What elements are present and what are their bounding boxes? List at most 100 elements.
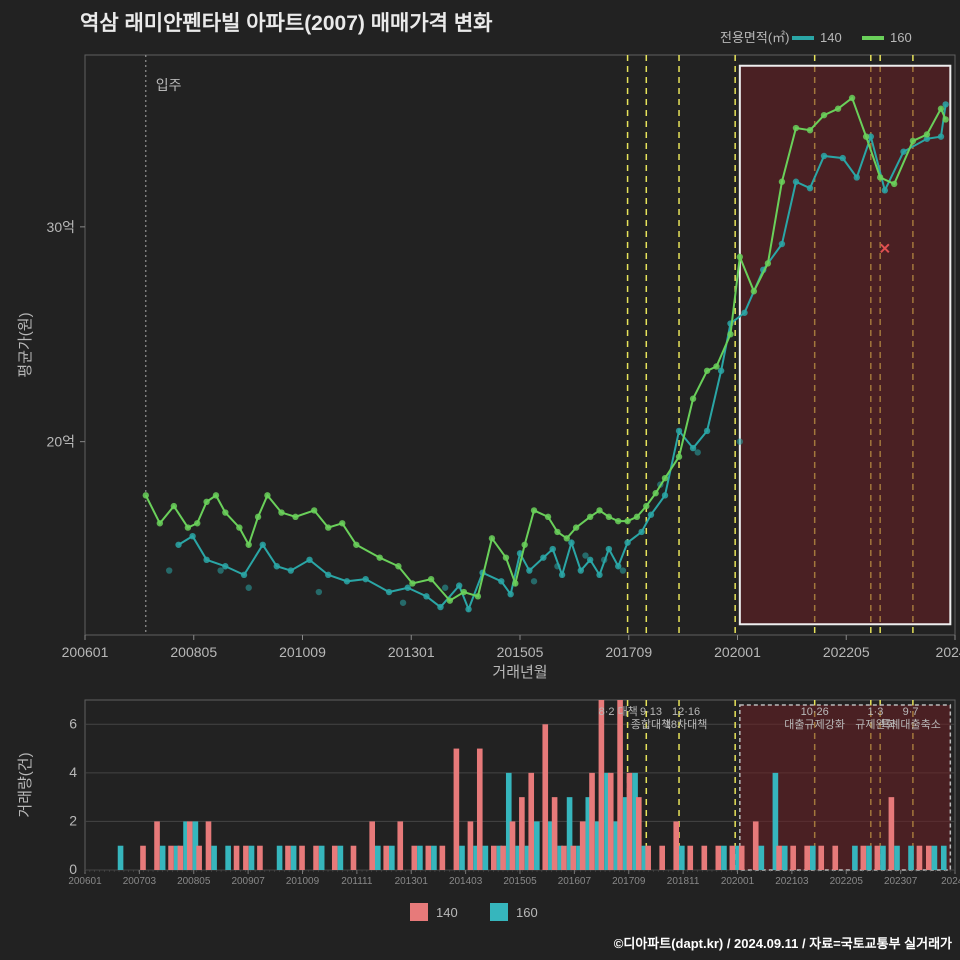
bar-160	[417, 846, 423, 870]
bar-140	[313, 846, 319, 870]
series-140-point	[596, 572, 602, 578]
series-140-point	[306, 557, 312, 563]
vol-ytick: 4	[69, 764, 77, 780]
bar-160	[483, 846, 489, 870]
legend-bottom-swatch	[490, 903, 508, 921]
vol-xtick: 201111	[341, 876, 373, 887]
series-160-point	[503, 554, 509, 560]
bar-140	[528, 773, 534, 870]
price-xtick: 201709	[605, 644, 652, 660]
series-160-point	[606, 514, 612, 520]
bar-160	[277, 846, 283, 870]
bar-140	[285, 846, 291, 870]
series-140-point	[325, 572, 331, 578]
series-160-point	[793, 125, 799, 131]
bar-140	[454, 749, 460, 870]
series-160-point	[461, 589, 467, 595]
bar-140	[608, 773, 614, 870]
series-160-point	[596, 507, 602, 513]
series-160-point	[194, 520, 200, 526]
bar-160	[782, 846, 788, 870]
bar-140	[519, 797, 525, 870]
series-140-extra-point	[166, 567, 172, 573]
bar-140	[571, 846, 577, 870]
bar-140	[299, 846, 305, 870]
bar-160	[319, 846, 325, 870]
series-140-point	[624, 539, 630, 545]
series-160-point	[573, 524, 579, 530]
series-140-point	[260, 542, 266, 548]
bar-160	[880, 846, 886, 870]
series-160-point	[877, 174, 883, 180]
series-160-point	[727, 331, 733, 337]
series-160-point	[751, 288, 757, 294]
series-140-point	[386, 589, 392, 595]
series-160-point	[807, 127, 813, 133]
bar-140	[889, 797, 895, 870]
bar-140	[659, 846, 665, 870]
bar-140	[369, 821, 375, 870]
series-140-point	[203, 557, 209, 563]
bar-140	[196, 846, 202, 870]
series-160-point	[924, 131, 930, 137]
series-140-point	[189, 533, 195, 539]
series-140-point	[793, 179, 799, 185]
series-140-point	[606, 546, 612, 552]
series-160-point	[765, 260, 771, 266]
series-140-point	[526, 567, 532, 573]
series-160-point	[587, 514, 593, 520]
vol-xtick: 202001	[721, 876, 755, 887]
series-140-point	[741, 310, 747, 316]
series-160-point	[690, 396, 696, 402]
bar-140	[140, 846, 146, 870]
event-label: 9·13	[640, 706, 662, 718]
vol-xtick: 201009	[286, 876, 320, 887]
vol-xtick: 201607	[558, 876, 592, 887]
bar-160	[894, 846, 900, 870]
bar-140	[730, 846, 736, 870]
legend-prefix: 전용면적(㎡)	[720, 30, 790, 45]
bar-140	[552, 797, 558, 870]
vol-xtick: 202307	[884, 876, 918, 887]
series-160-point	[615, 518, 621, 524]
bar-140	[753, 821, 759, 870]
bar-160	[941, 846, 947, 870]
series-140-point	[807, 185, 813, 191]
series-140-extra-point	[695, 449, 701, 455]
bar-140	[257, 846, 263, 870]
bar-140	[617, 700, 623, 870]
bar-140	[206, 821, 212, 870]
series-160-point	[311, 507, 317, 513]
bar-140	[468, 821, 474, 870]
event-label: 8·2 대책	[599, 705, 638, 718]
series-160-point	[910, 138, 916, 144]
bar-140	[187, 821, 193, 870]
bar-140	[491, 846, 497, 870]
price-xlabel: 거래년월	[492, 664, 547, 681]
bar-140	[832, 846, 838, 870]
series-160-point	[624, 518, 630, 524]
price-xtick: 200601	[62, 644, 109, 660]
bar-160	[389, 846, 395, 870]
series-140-point	[648, 512, 654, 518]
series-160-point	[512, 580, 518, 586]
series-140-point	[840, 155, 846, 161]
series-140-point	[854, 174, 860, 180]
series-160-point	[634, 514, 640, 520]
bar-160	[225, 846, 231, 870]
legend-bottom-swatch	[410, 903, 428, 921]
vol-xtick: 201505	[503, 876, 537, 887]
bar-140	[426, 846, 432, 870]
series-140-point	[900, 148, 906, 154]
bar-140	[926, 846, 932, 870]
series-160-point	[395, 563, 401, 569]
series-140-point	[507, 591, 513, 597]
vol-xtick: 202205	[830, 876, 864, 887]
series-140-point	[938, 133, 944, 139]
bar-160	[679, 846, 685, 870]
bar-160	[459, 846, 465, 870]
price-ylabel: 평균가(원)	[17, 312, 34, 377]
bar-140	[168, 846, 174, 870]
series-160-point	[835, 106, 841, 112]
series-140-point	[241, 572, 247, 578]
